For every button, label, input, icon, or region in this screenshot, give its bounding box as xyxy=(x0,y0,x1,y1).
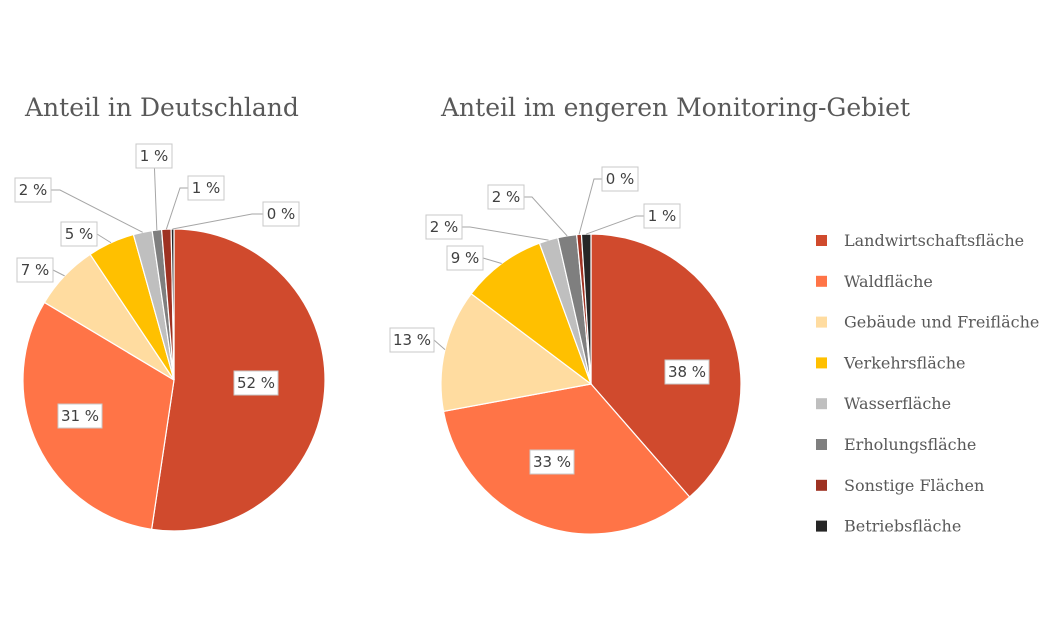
pie-right-label-box-waldflaeche xyxy=(529,449,575,475)
pie-left-label-text-erholungsflaeche: 1 % xyxy=(140,147,169,165)
legend-swatch-erholungsflaeche xyxy=(816,439,827,450)
legend-swatch-verkehrsflaeche xyxy=(816,357,827,369)
pie-left-data-label-betriebsflaeche: 0 % xyxy=(262,201,300,227)
pie-left-label-box-gebaeude-und-freiflaeche xyxy=(16,257,54,283)
chart-title-right: Anteil im engeren Monitoring-Gebiet xyxy=(440,93,910,122)
pie-left-label-box-betriebsflaeche xyxy=(262,201,300,227)
legend-swatch-wasserflaeche xyxy=(816,398,827,410)
pie-right-data-label-verkehrsflaeche: 9 % xyxy=(446,245,484,271)
pie-right-label-text-landwirtschaftsflaeche: 38 % xyxy=(668,363,706,381)
pie-right-leader-betriebsflaeche xyxy=(586,215,644,235)
pie-right-label-box-verkehrsflaeche xyxy=(446,245,484,271)
pie-left-data-label-gebaeude-und-freiflaeche: 7 % xyxy=(16,257,54,283)
pie-right-label-box-erholungsflaeche xyxy=(487,184,525,210)
pie-left-label-text-verkehrsflaeche: 5 % xyxy=(65,225,94,243)
pie-chart-left: 52 % 31 % 7 % 5 % 2 % 1 % 1 % 0 % xyxy=(14,143,326,532)
pie-right-leader-gebaeude-und-freiflaeche xyxy=(433,339,446,350)
legend: Landwirtschaftsfläche Waldfläche Gebäude u… xyxy=(816,231,1039,536)
pie-left-label-text-landwirtschaftsflaeche: 52 % xyxy=(237,374,275,392)
pie-left-label-text-sonstige-flaechen: 1 % xyxy=(192,179,221,197)
pie-left-label-text-betriebsflaeche: 0 % xyxy=(267,205,296,223)
pie-left-leader-sonstige-flaechen xyxy=(165,187,188,230)
legend-item-verkehrsflaeche: Verkehrsfläche xyxy=(816,353,965,372)
legend-item-sonstige-flaechen: Sonstige Flächen xyxy=(816,476,984,495)
pie-left-label-box-erholungsflaeche xyxy=(135,143,173,169)
pie-right-data-label-waldflaeche: 33 % xyxy=(529,449,575,475)
pie-chart-right: 38 % 33 % 13 % 9 % 2 % 2 % 0 % 1 % xyxy=(389,166,742,535)
pie-left-data-label-landwirtschaftsflaeche: 52 % xyxy=(233,370,279,396)
pie-left-label-text-wasserflaeche: 2 % xyxy=(19,181,48,199)
pie-right-data-label-betriebsflaeche: 1 % xyxy=(643,203,681,229)
legend-swatch-sonstige-flaechen xyxy=(816,479,827,491)
pie-left-label-text-waldflaeche: 31 % xyxy=(61,407,99,425)
pie-right-label-box-wasserflaeche xyxy=(425,214,463,240)
pie-left-label-box-waldflaeche xyxy=(57,403,103,429)
pie-right-leader-verkehrsflaeche xyxy=(482,257,502,264)
pie-left-label-box-landwirtschaftsflaeche xyxy=(233,370,279,396)
legend-item-gebaeude-und-freiflaeche: Gebäude und Freifläche xyxy=(816,313,1039,332)
legend-item-landwirtschaftsflaeche: Landwirtschaftsfläche xyxy=(816,231,1024,250)
legend-label-wasserflaeche: Wasserfläche xyxy=(844,394,951,413)
legend-item-waldflaeche: Waldfläche xyxy=(816,272,933,291)
pie-left-label-text-gebaeude-und-freiflaeche: 7 % xyxy=(21,261,50,279)
pie-right-leader-erholungsflaeche xyxy=(524,196,568,237)
pie-right-data-label-landwirtschaftsflaeche: 38 % xyxy=(664,359,710,385)
legend-item-betriebsflaeche: Betriebsfläche xyxy=(816,517,961,536)
legend-label-erholungsflaeche: Erholungsfläche xyxy=(844,435,976,454)
legend-swatch-gebaeude-und-freiflaeche xyxy=(816,316,827,328)
pie-right-label-text-erholungsflaeche: 2 % xyxy=(492,188,521,206)
legend-label-sonstige-flaechen: Sonstige Flächen xyxy=(844,476,984,495)
pie-right-slice-gebaeude-und-freiflaeche xyxy=(440,292,593,413)
pie-left-leader-betriebsflaeche xyxy=(172,213,263,230)
legend-label-gebaeude-und-freiflaeche: Gebäude und Freifläche xyxy=(844,313,1039,332)
pie-left-label-box-sonstige-flaechen xyxy=(187,175,225,201)
pie-left-data-label-verkehrsflaeche: 5 % xyxy=(60,221,98,247)
pie-right-label-text-gebaeude-und-freiflaeche: 13 % xyxy=(393,331,431,349)
pie-right-slice-verkehrsflaeche xyxy=(470,242,593,386)
pie-right-leader-sonstige-flaechen xyxy=(578,178,602,235)
pie-left-data-label-wasserflaeche: 2 % xyxy=(14,177,52,203)
pie-left-label-box-verkehrsflaeche xyxy=(60,221,98,247)
pie-right-leader-wasserflaeche xyxy=(462,226,549,241)
pie-right-data-label-erholungsflaeche: 2 % xyxy=(487,184,525,210)
legend-label-landwirtschaftsflaeche: Landwirtschaftsfläche xyxy=(844,231,1024,250)
pie-left-data-label-erholungsflaeche: 1 % xyxy=(135,143,173,169)
pie-right-label-text-waldflaeche: 33 % xyxy=(533,453,571,471)
pie-right-data-label-wasserflaeche: 2 % xyxy=(425,214,463,240)
pie-right-label-text-verkehrsflaeche: 9 % xyxy=(451,249,480,267)
pie-left-leader-verkehrsflaeche xyxy=(96,233,112,244)
pie-right-label-box-sonstige-flaechen xyxy=(601,166,639,192)
pie-left-leader-wasserflaeche xyxy=(51,189,143,233)
pie-right-label-box-gebaeude-und-freiflaeche xyxy=(389,327,435,353)
legend-label-betriebsflaeche: Betriebsfläche xyxy=(844,517,961,536)
chart-title-left: Anteil in Deutschland xyxy=(24,93,299,122)
pie-right-data-label-gebaeude-und-freiflaeche: 13 % xyxy=(389,327,435,353)
legend-swatch-landwirtschaftsflaeche xyxy=(816,235,827,246)
pie-right-label-text-betriebsflaeche: 1 % xyxy=(648,207,677,225)
pie-right-label-text-wasserflaeche: 2 % xyxy=(430,218,459,236)
pie-right-label-text-sonstige-flaechen: 0 % xyxy=(606,170,635,188)
legend-label-verkehrsflaeche: Verkehrsfläche xyxy=(843,353,965,372)
legend-item-wasserflaeche: Wasserfläche xyxy=(816,394,951,413)
pie-left-data-label-sonstige-flaechen: 1 % xyxy=(187,175,225,201)
pie-left-leader-gebaeude-und-freiflaeche xyxy=(52,269,65,277)
pie-right-slice-betriebsflaeche xyxy=(580,233,592,385)
pie-right-label-box-betriebsflaeche xyxy=(643,203,681,229)
pie-right-label-box-landwirtschaftsflaeche xyxy=(664,359,710,385)
legend-swatch-betriebsflaeche xyxy=(816,520,827,532)
legend-item-erholungsflaeche: Erholungsfläche xyxy=(816,435,976,454)
legend-swatch-waldflaeche xyxy=(816,275,827,287)
pie-right-data-label-sonstige-flaechen: 0 % xyxy=(601,166,639,192)
pie-left-label-box-wasserflaeche xyxy=(14,177,52,203)
legend-label-waldflaeche: Waldfläche xyxy=(844,272,933,291)
pie-left-data-label-waldflaeche: 31 % xyxy=(57,403,103,429)
